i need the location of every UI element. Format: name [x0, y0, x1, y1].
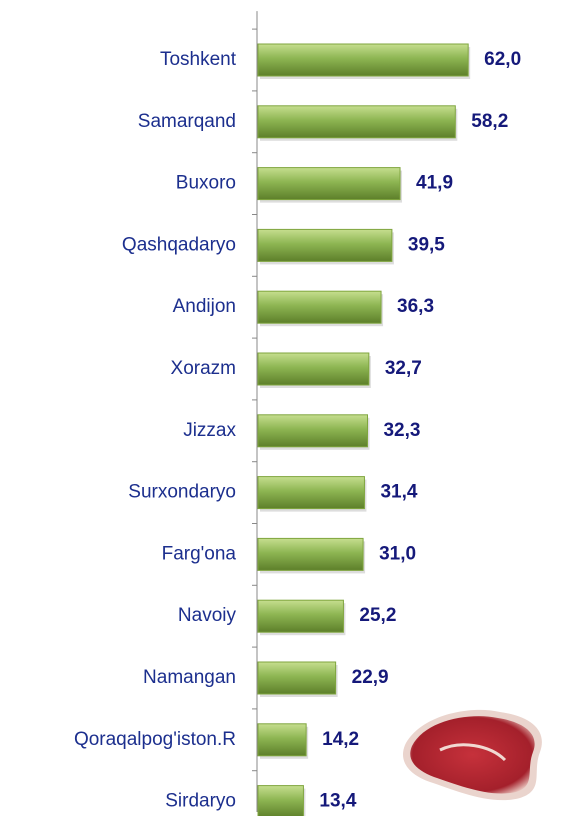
bar	[257, 352, 370, 386]
category-label: Namangan	[143, 667, 236, 688]
category-label: Xorazm	[171, 358, 236, 379]
category-label: Qoraqalpog'iston.R	[74, 729, 236, 750]
value-label: 31,0	[379, 543, 416, 564]
value-label: 22,9	[352, 667, 389, 688]
value-label: 31,4	[380, 482, 417, 503]
bar	[257, 290, 382, 324]
value-label: 62,0	[484, 49, 521, 70]
value-label: 36,3	[397, 296, 434, 317]
meat-illustration	[402, 709, 542, 801]
value-label: 13,4	[319, 791, 356, 812]
value-label: 32,7	[385, 358, 422, 379]
category-label: Samarqand	[138, 111, 236, 132]
bar	[257, 414, 368, 448]
value-label: 58,2	[471, 111, 508, 132]
category-label: Farg'ona	[162, 543, 237, 564]
value-label: 39,5	[408, 234, 445, 255]
category-label: Surxondaryo	[128, 482, 236, 503]
category-label: Toshkent	[160, 49, 237, 70]
value-label: 32,3	[383, 420, 420, 441]
bar	[257, 723, 307, 757]
value-label: 41,9	[416, 173, 453, 194]
bar	[257, 476, 365, 510]
bar	[257, 661, 337, 695]
category-label: Buxoro	[176, 173, 236, 194]
value-label: 25,2	[359, 605, 396, 626]
category-label: Sirdaryo	[165, 791, 236, 812]
bar	[257, 228, 393, 262]
category-label: Jizzax	[183, 420, 236, 441]
bar	[257, 43, 469, 77]
category-label: Andijon	[173, 296, 236, 317]
category-label: Qashqadaryo	[122, 234, 236, 255]
bar	[257, 785, 304, 816]
bar	[257, 105, 456, 139]
value-label: 14,2	[322, 729, 359, 750]
bar	[257, 537, 364, 571]
bar	[257, 167, 401, 201]
category-label: Navoiy	[178, 605, 237, 626]
bar	[257, 599, 344, 633]
